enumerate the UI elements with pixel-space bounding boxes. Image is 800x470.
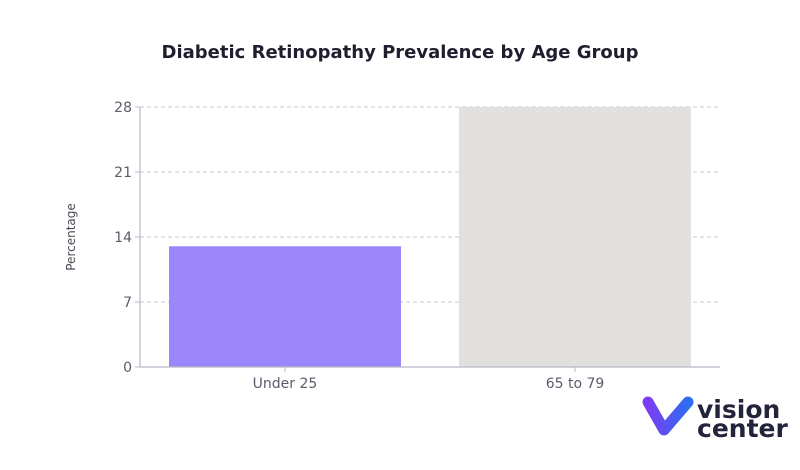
bars: [169, 107, 691, 367]
x-tick-labels: Under 25 65 to 79: [253, 376, 605, 392]
logo-text-center: center: [697, 414, 788, 443]
x-tick-label-1: 65 to 79: [546, 376, 605, 392]
y-tick-label-0: 0: [123, 360, 132, 376]
logo-mark-icon: [642, 396, 694, 436]
y-tick-label-21: 21: [114, 165, 132, 181]
x-tick-label-0: Under 25: [253, 376, 318, 392]
chart-title: Diabetic Retinopathy Prevalence by Age G…: [162, 42, 639, 63]
bar-under-25: [169, 246, 401, 367]
vision-center-logo: vision center: [642, 395, 788, 443]
bar-65-to-79: [459, 107, 691, 367]
axes: [135, 106, 720, 372]
y-axis-title: Percentage: [64, 203, 78, 271]
y-tick-label-14: 14: [114, 230, 132, 246]
y-tick-labels: 0 7 14 21 28: [114, 100, 132, 376]
logo-text-vision: vision: [697, 395, 780, 424]
y-tick-label-28: 28: [114, 100, 132, 116]
y-tick-label-7: 7: [123, 295, 132, 311]
